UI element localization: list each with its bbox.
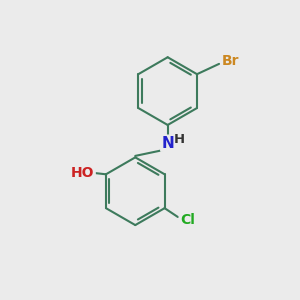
Text: H: H xyxy=(173,133,184,146)
Text: Br: Br xyxy=(221,54,239,68)
Text: Cl: Cl xyxy=(180,213,195,227)
Text: HO: HO xyxy=(71,166,95,180)
Text: N: N xyxy=(161,136,174,151)
